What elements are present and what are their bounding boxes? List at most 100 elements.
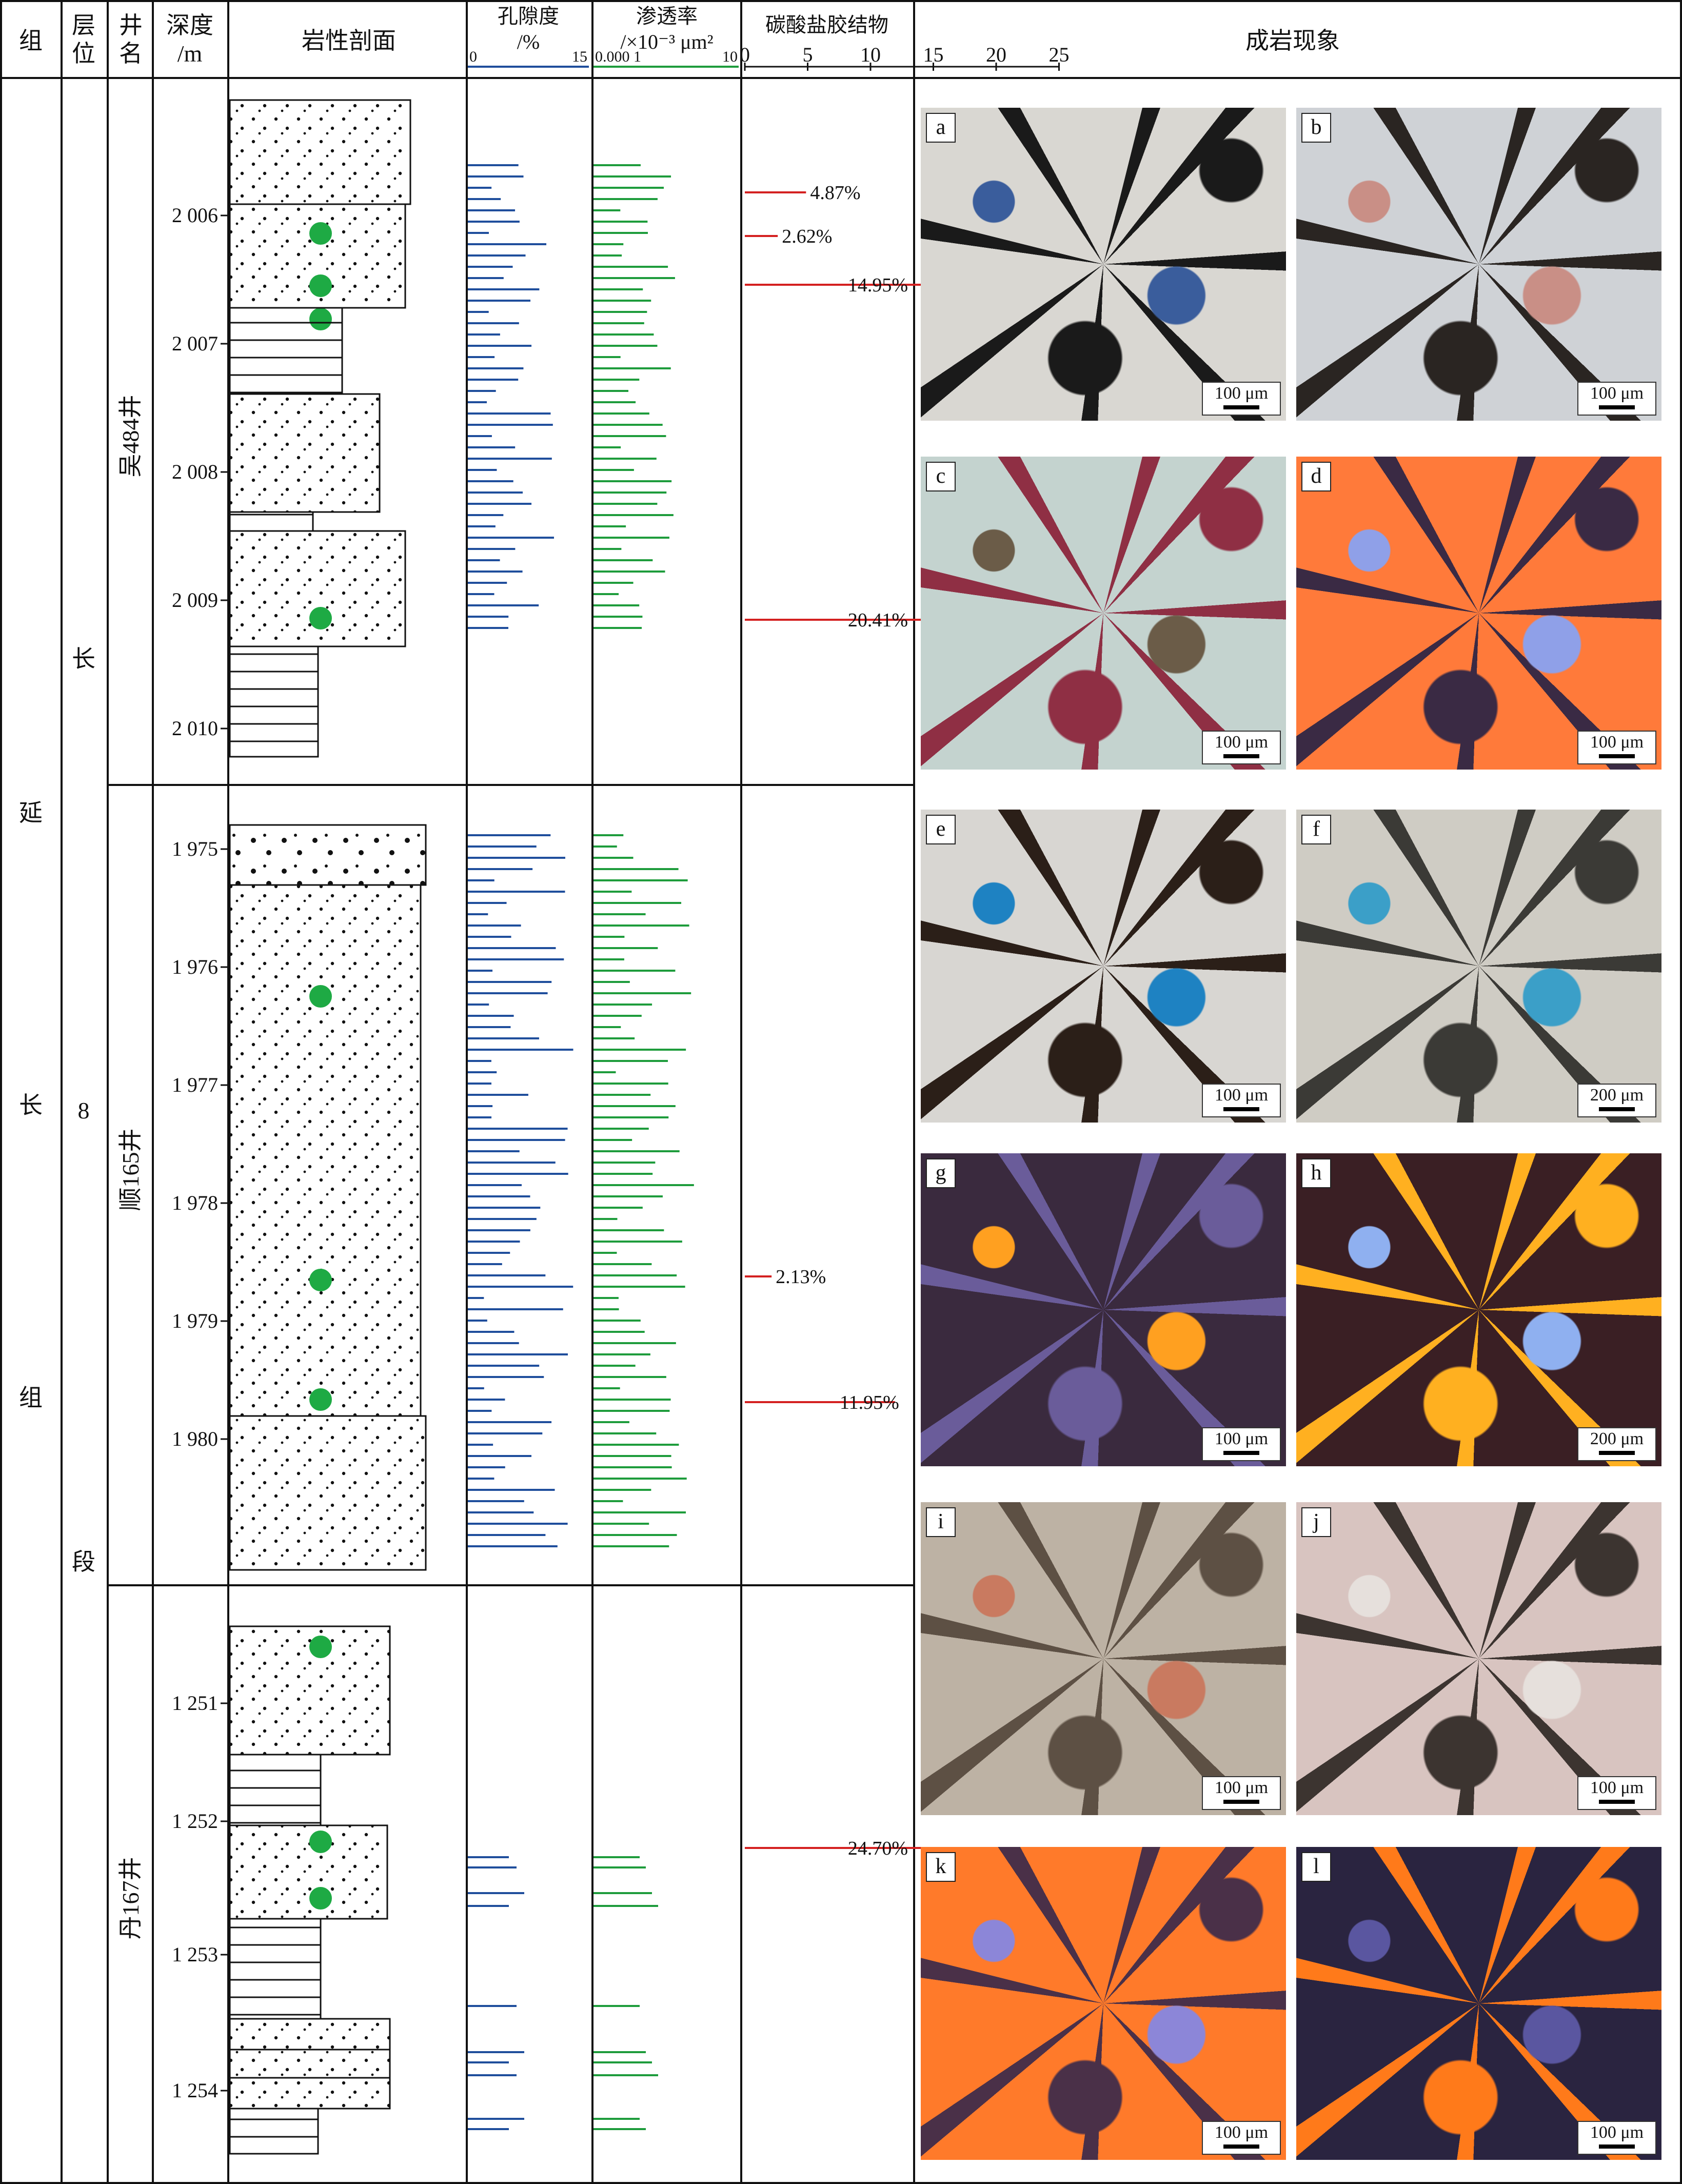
scale-bar: 100 μm: [1577, 1776, 1656, 1810]
scale-bar: 200 μm: [1577, 1427, 1656, 1461]
photomicrograph-a: a 100 μm: [921, 108, 1286, 421]
depth-axis: 2 006 2 007 2 008 2 009 2 010 1 975 1 976 1 977…: [172, 204, 228, 2102]
depth-tick-label: 1 979: [172, 1309, 218, 1332]
photo-letter: a: [926, 113, 956, 143]
header-carbonate: 碳酸盐胶结物: [765, 13, 888, 36]
layer-label: 长 8 段: [72, 646, 95, 1575]
photo-letter: j: [1301, 1507, 1331, 1537]
photo-letter: c: [926, 462, 956, 491]
oil-show-dot: [309, 1887, 332, 1910]
photomicrograph-f: f 200 μm: [1296, 810, 1661, 1123]
photo-letter: b: [1301, 113, 1331, 143]
depth-tick-label: 2 008: [172, 460, 218, 483]
depth-tick-label: 2 009: [172, 588, 218, 612]
lithology-block: [229, 99, 411, 205]
scale-bar-label: 100 μm: [1214, 2123, 1269, 2142]
carbonate-bars: 4.87% 2.62% 14.95% 20.41% 2.13% 11.95% 24.70%: [745, 182, 1056, 1859]
header-diagenesis: 成岩现象: [1245, 28, 1340, 54]
photo-letter: f: [1301, 815, 1331, 844]
scale-bar: 100 μm: [1577, 731, 1656, 764]
carbonate-value-label: 2.13%: [776, 1266, 826, 1288]
photo-letter: h: [1301, 1158, 1331, 1188]
depth-tick-label: 1 254: [172, 2079, 218, 2102]
scale-bar: 100 μm: [1202, 1427, 1281, 1461]
scale-bar-label: 100 μm: [1214, 1429, 1269, 1448]
photo-letter: k: [926, 1852, 956, 1882]
scale-bar: 100 μm: [1202, 2121, 1281, 2155]
lithology-column: [229, 99, 427, 2155]
carbonate-value-label: 20.41%: [848, 609, 908, 631]
photomicrograph-h: h 200 μm: [1296, 1153, 1661, 1466]
depth-tick-label: 1 980: [172, 1427, 218, 1450]
scale-bar-label: 100 μm: [1590, 1778, 1644, 1797]
carbonate-tick-label: 15: [923, 43, 944, 66]
photomicrograph-l: l 100 μm: [1296, 1847, 1661, 2160]
lithology-block: [229, 824, 427, 886]
oil-show-dot: [309, 222, 332, 245]
depth-tick-label: 1 253: [172, 1943, 218, 1966]
permeability-bars: [593, 164, 694, 2130]
layer-char: 8: [78, 1097, 90, 1124]
permeability-tick-min: 0.000 1: [595, 48, 641, 65]
carbonate-value-label: 14.95%: [848, 274, 908, 296]
formation-char: 长: [19, 1092, 43, 1118]
lithology-block: [229, 1415, 427, 1571]
scale-bar-line: [1223, 405, 1259, 409]
scale-bar-line: [1599, 405, 1635, 409]
header-depth: 深度/m: [166, 12, 213, 67]
scale-bar: 100 μm: [1202, 1084, 1281, 1117]
lithology-block: [229, 307, 343, 395]
carbonate-tick-label: 5: [803, 43, 813, 66]
scale-bar-label: 100 μm: [1590, 2123, 1644, 2142]
scale-bar: 200 μm: [1577, 1084, 1656, 1117]
lithology-block: [229, 1754, 322, 1826]
scale-bar-line: [1599, 2144, 1635, 2149]
photomicrograph-i: i 100 μm: [921, 1502, 1286, 1815]
porosity-bars: [468, 164, 573, 2130]
depth-tick-label: 1 251: [172, 1691, 218, 1715]
carbonate-tick-label: 25: [1049, 43, 1070, 66]
well-name: 顺165井: [117, 1129, 144, 1211]
carbonate-tick-label: 10: [860, 43, 881, 66]
oil-show-dot: [309, 1269, 332, 1291]
scale-bar-line: [1223, 1800, 1259, 1804]
oil-show-dot: [309, 274, 332, 297]
scale-bar: 100 μm: [1202, 382, 1281, 416]
lithology-block: [229, 1824, 388, 1920]
formation-label: 延长组: [19, 800, 43, 1411]
scale-bar-line: [1599, 754, 1635, 758]
lithology-block: [229, 645, 319, 758]
photo-letter: l: [1301, 1852, 1331, 1882]
oil-show-dot: [309, 1636, 332, 1658]
lithology-block: [229, 530, 406, 647]
photo-letter: g: [926, 1158, 956, 1188]
oil-show-dot: [309, 607, 332, 629]
lithology-block: [229, 1918, 322, 2020]
permeability-tick-max: 10: [722, 48, 738, 65]
scale-bar-label: 100 μm: [1214, 733, 1269, 752]
formation-char: 延: [19, 800, 43, 826]
header-well: 井名: [119, 12, 143, 67]
scale-bar-label: 100 μm: [1590, 384, 1644, 403]
photomicrograph-g: g 100 μm: [921, 1153, 1286, 1466]
lithology-block: [229, 2018, 391, 2051]
scale-bar-label: 100 μm: [1590, 733, 1644, 752]
scale-bar: 100 μm: [1577, 382, 1656, 416]
depth-tick-label: 2 006: [172, 204, 218, 227]
scale-bar-label: 100 μm: [1214, 1086, 1269, 1105]
depth-tick-label: 1 252: [172, 1809, 218, 1833]
header-lithology: 岩性剖面: [302, 28, 396, 54]
layer-char: 段: [72, 1549, 95, 1575]
carbonate-value-label: 11.95%: [840, 1392, 899, 1413]
scale-bar-label: 200 μm: [1590, 1086, 1644, 1105]
well-name: 丹167井: [117, 1857, 144, 1940]
depth-tick-label: 1 977: [172, 1073, 218, 1096]
carbonate-value-label: 4.87%: [810, 182, 860, 204]
scale-bar-line: [1599, 1451, 1635, 1455]
scale-bar-label: 100 μm: [1214, 384, 1269, 403]
depth-tick-label: 1 976: [172, 955, 218, 978]
